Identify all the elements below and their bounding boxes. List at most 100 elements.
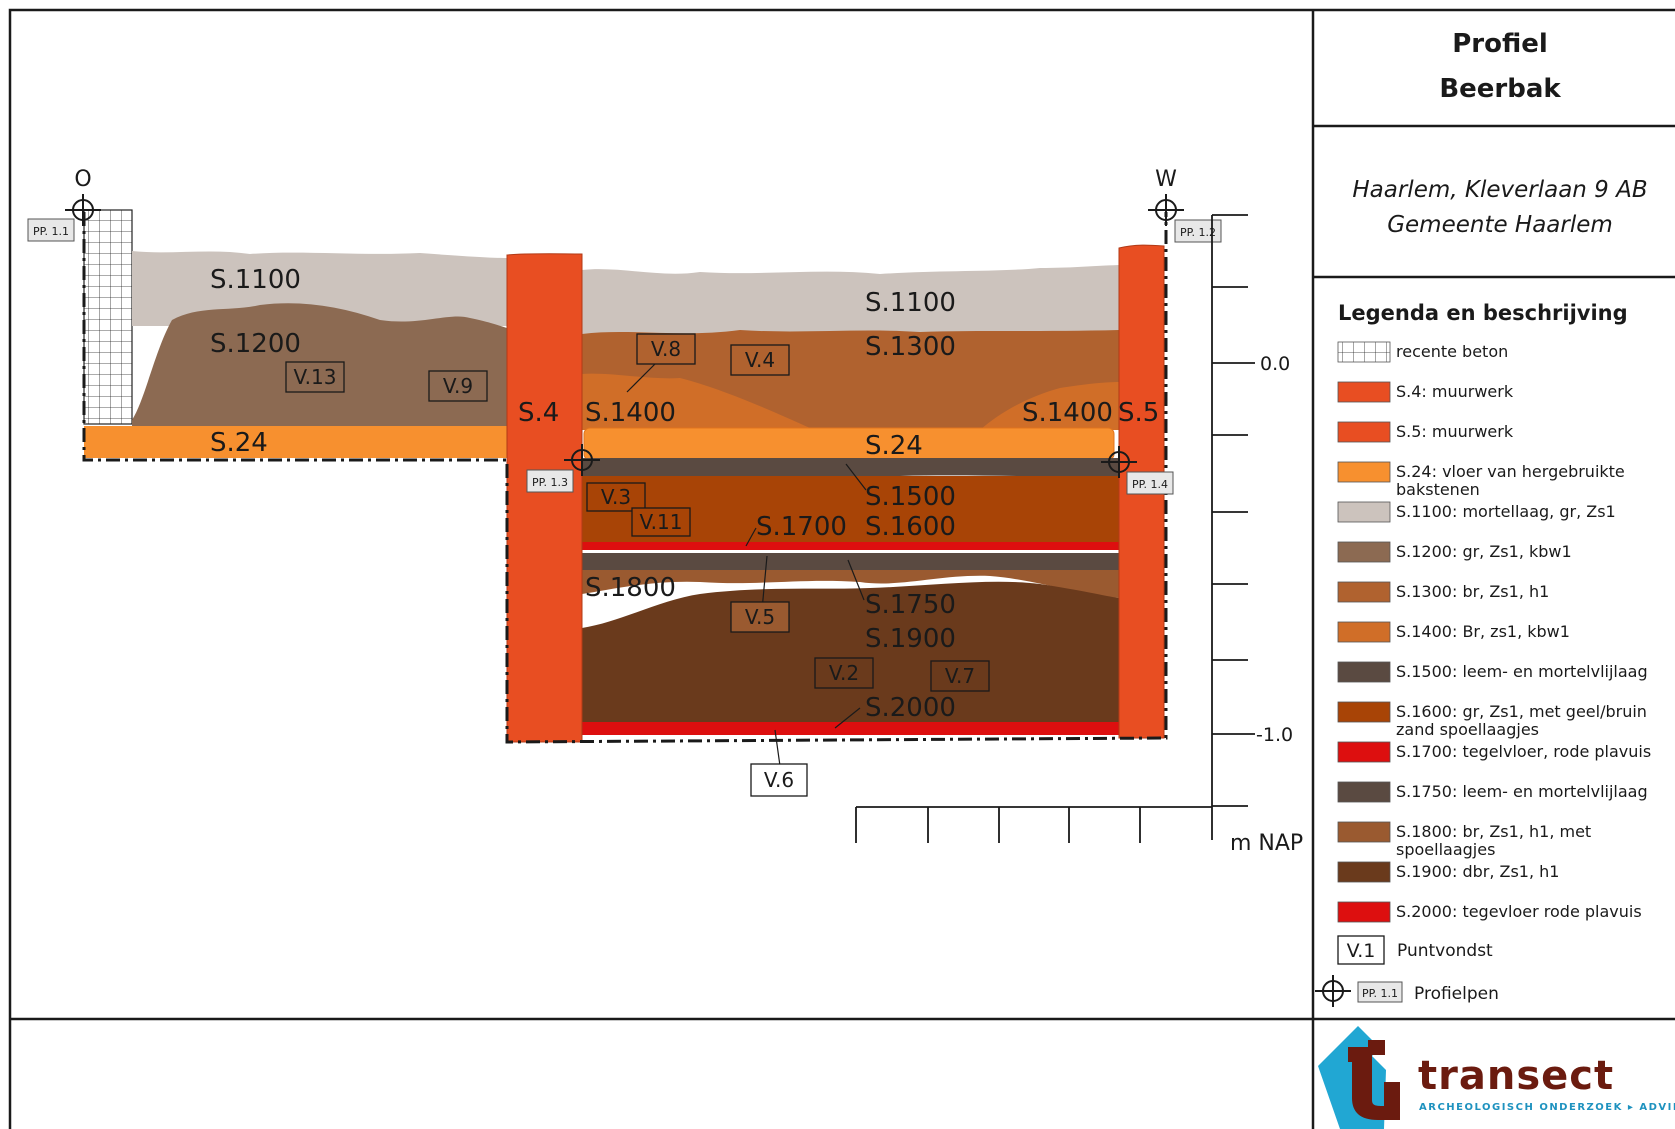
layer-s1800: [582, 570, 1119, 598]
legend-swatch: [1337, 781, 1391, 803]
scale-tick-minus-1: -1.0: [1256, 724, 1293, 746]
legend-swatch: [1337, 821, 1391, 843]
label-s1900: S.1900: [865, 624, 956, 654]
pin-tag-pp14: PP. 1.4: [1132, 478, 1168, 491]
legend-item: S.1700: tegelvloer, rode plavuis: [1337, 741, 1651, 763]
legend-label: S.1400: Br, zs1, kbw1: [1396, 622, 1570, 641]
legend: Legenda en beschrijving recente beton S.4…: [1315, 301, 1651, 1007]
legend-item: S.1500: leem- en mortelvlijlaag: [1337, 661, 1648, 683]
label-s1400-right: S.1400: [1022, 398, 1113, 428]
label-s4: S.4: [518, 398, 559, 428]
legend-pin-label: Profielpen: [1414, 984, 1499, 1004]
label-s1700: S.1700: [756, 512, 847, 542]
orientation-west: W: [1155, 167, 1177, 192]
legend-item: S.1100: mortellaag, gr, Zs1: [1337, 501, 1616, 523]
legend-label: S.1500: leem- en mortelvlijlaag: [1396, 662, 1648, 681]
legend-item: S.5: muurwerk: [1337, 421, 1514, 443]
pin-tag-pp11: PP. 1.1: [33, 225, 69, 238]
legend-label: S.1900: dbr, Zs1, h1: [1396, 862, 1559, 881]
label-s1750: S.1750: [865, 590, 956, 620]
label-s5: S.5: [1118, 398, 1159, 428]
legend-swatch: [1337, 661, 1391, 683]
legend-find-label: Puntvondst: [1397, 941, 1493, 961]
label-s1600: S.1600: [865, 512, 956, 542]
label-s1400-left: S.1400: [585, 398, 676, 428]
label-s24-right: S.24: [865, 431, 923, 461]
layer-s1900: [582, 581, 1119, 724]
excavation-outline: [82, 212, 1168, 744]
layer-s1100-left: [132, 251, 507, 326]
legend-swatch: [1337, 341, 1391, 363]
find-v2: V.2: [829, 661, 859, 685]
layer-s1700: [582, 542, 1119, 550]
legend-swatch: [1337, 861, 1391, 883]
recent-concrete: [83, 209, 133, 425]
wall-s4: [506, 253, 583, 743]
find-v8: V.8: [651, 337, 681, 361]
legend-label: S.1750: leem- en mortelvlijlaag: [1396, 782, 1648, 801]
legend-label-continued: zand spoellaagjes: [1396, 720, 1539, 739]
legend-label-continued: bakstenen: [1396, 480, 1480, 499]
find-markers: V.13 V.9 V.8 V.4 V.3 V.11 V.5 V.2 V.7 V.…: [285, 333, 990, 797]
find-v5: V.5: [745, 605, 775, 629]
location-line-2: Gemeente Haarlem: [1387, 212, 1613, 238]
legend-label: S.1800: br, Zs1, h1, met: [1396, 822, 1591, 841]
legend-item: recente beton: [1337, 341, 1508, 363]
legend-swatch: [1337, 701, 1391, 723]
label-s24-left: S.24: [210, 428, 268, 458]
scale-unit: m NAP: [1230, 831, 1303, 856]
legend-swatch: [1337, 381, 1391, 403]
legend-label: S.1200: gr, Zs1, kbw1: [1396, 542, 1572, 561]
label-s1300: S.1300: [865, 332, 956, 362]
sheet-frame: [8, 8, 1675, 1129]
profile-section: S.1100 S.1200 S.24 S.4 S.1100 S.1300 S.1…: [27, 167, 1303, 856]
location-line-1: Haarlem, Kleverlaan 9 AB: [1352, 177, 1647, 203]
legend-item: S.1750: leem- en mortelvlijlaag: [1337, 781, 1648, 803]
pin-tag-pp12: PP. 1.2: [1180, 226, 1216, 239]
logo-tagline: ARCHEOLOGISCH ONDERZOEK ▸ ADVIES: [1419, 1102, 1675, 1113]
find-v7: V.7: [945, 664, 975, 688]
pin-symbols: [65, 194, 1184, 478]
layer-s24-left: [84, 426, 507, 458]
legend-item: S.1200: gr, Zs1, kbw1: [1337, 541, 1572, 563]
scale-tick-0: 0.0: [1260, 353, 1290, 375]
label-s1500: S.1500: [865, 482, 956, 512]
legend-swatch: [1337, 581, 1391, 603]
legend-heading: Legenda en beschrijving: [1338, 301, 1628, 325]
depth-scale: [855, 214, 1255, 843]
layer-s1750: [582, 553, 1119, 573]
title-line-1: Profiel: [1452, 29, 1548, 59]
label-s1800: S.1800: [585, 573, 676, 603]
legend-item: S.4: muurwerk: [1337, 381, 1514, 403]
legend-item: S.1900: dbr, Zs1, h1: [1337, 861, 1559, 883]
layer-s1100-right: [582, 265, 1119, 335]
layer-s24-right: [583, 427, 1115, 461]
transect-logo: transect ARCHEOLOGISCH ONDERZOEK ▸ ADVIE…: [1318, 1026, 1675, 1129]
legend-label: S.1300: br, Zs1, h1: [1396, 582, 1549, 601]
layer-s1500: [582, 458, 1119, 478]
legend-label: S.1100: mortellaag, gr, Zs1: [1396, 502, 1616, 521]
legend-swatch: [1337, 461, 1391, 483]
title-block: Profiel Beerbak Haarlem, Kleverlaan 9 AB…: [1352, 29, 1647, 238]
legend-label: S.4: muurwerk: [1396, 382, 1514, 401]
legend-swatch: [1337, 901, 1391, 923]
legend-label: S.2000: tegevloer rode plavuis: [1396, 902, 1642, 921]
find-v13: V.13: [294, 365, 337, 389]
layer-s1400-right: [980, 382, 1119, 430]
title-line-2: Beerbak: [1439, 74, 1561, 104]
pin-tags: PP. 1.1 PP. 1.2 PP. 1.3 PP. 1.4: [27, 218, 1222, 495]
label-s2000: S.2000: [865, 693, 956, 723]
find-v4: V.4: [745, 348, 775, 372]
legend-label: S.1700: tegelvloer, rode plavuis: [1396, 742, 1651, 761]
find-v6: V.6: [764, 768, 794, 792]
legend-label-continued: spoellaagjes: [1396, 840, 1495, 859]
orientation-east: O: [74, 167, 91, 192]
legend-item: S.2000: tegevloer rode plavuis: [1337, 901, 1642, 923]
find-v3: V.3: [601, 485, 631, 509]
legend-pin-sample: PP. 1.1: [1362, 987, 1398, 1000]
layer-s2000: [582, 722, 1119, 735]
label-s1100-right: S.1100: [865, 288, 956, 318]
